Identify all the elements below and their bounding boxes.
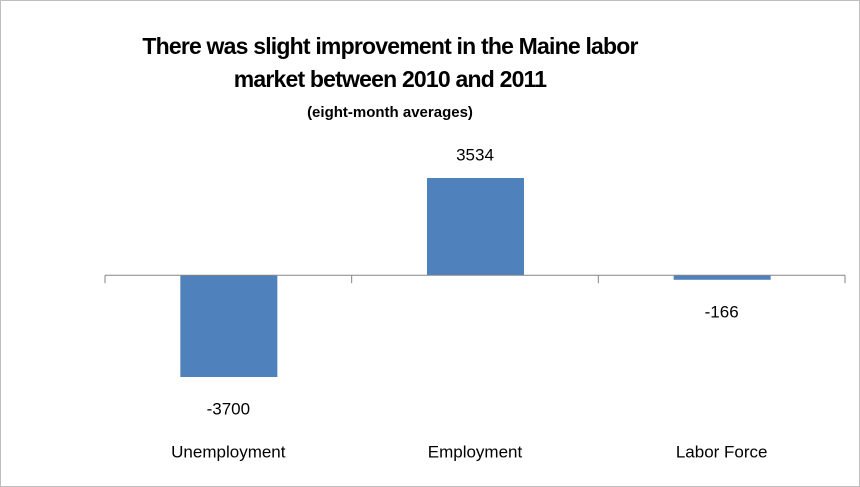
x-tick-label: Unemployment: [171, 442, 286, 461]
chart-title: There was slight improvement in the Main…: [142, 33, 638, 92]
data-label: 3534: [456, 145, 494, 164]
bar: [673, 275, 771, 280]
bar: [180, 275, 278, 377]
data-label: -166: [705, 302, 739, 321]
x-tick-label: Labor Force: [676, 442, 768, 461]
x-tick-label: Employment: [428, 442, 523, 461]
chart-subtitle: (eight-month averages): [307, 104, 473, 121]
data-label: -3700: [207, 399, 250, 418]
bar: [427, 178, 524, 276]
